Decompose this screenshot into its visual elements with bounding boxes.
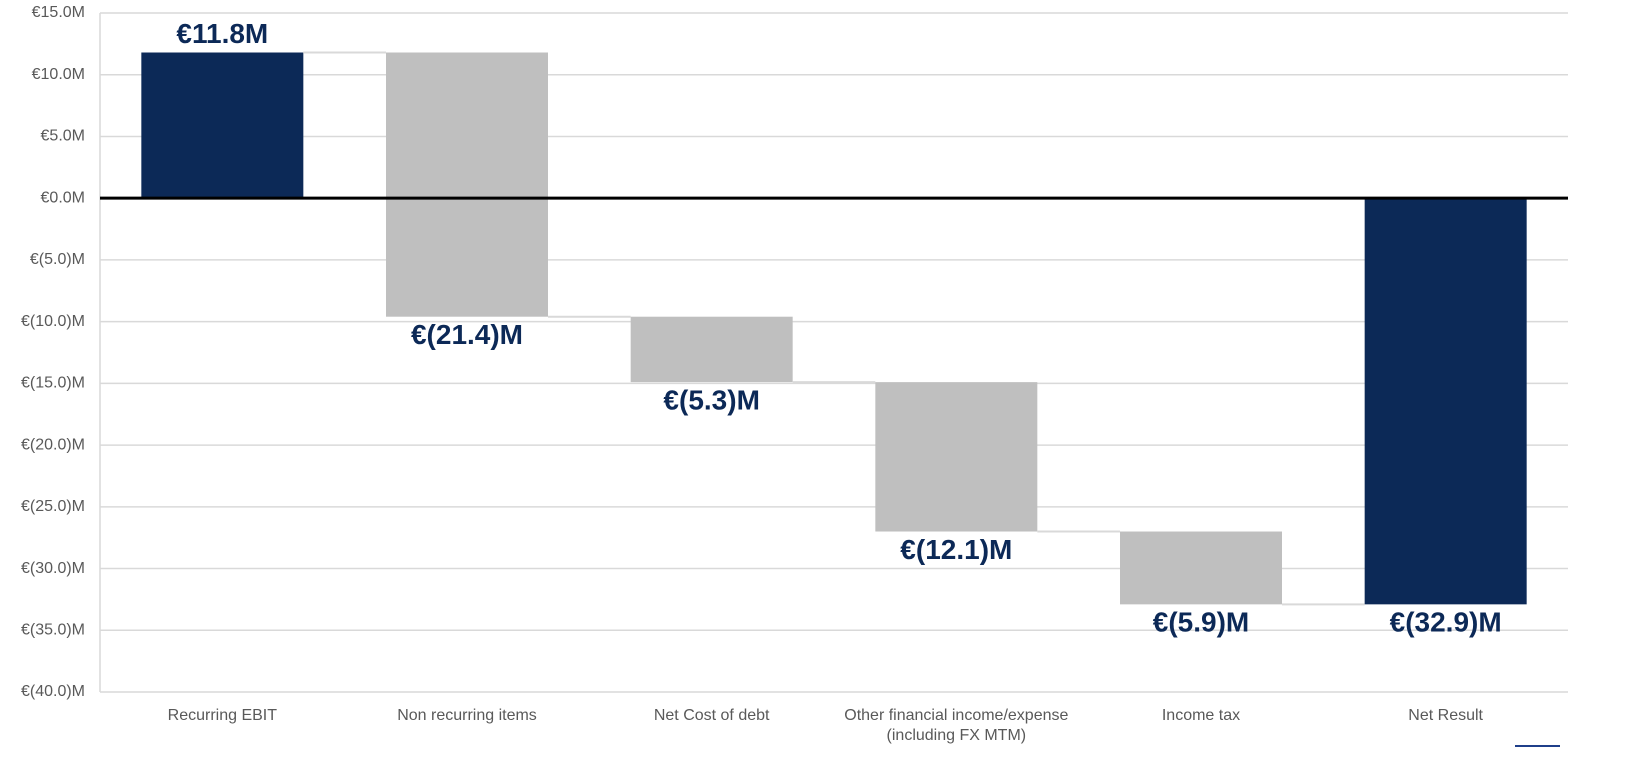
x-tick-label: Recurring EBIT [167,707,278,724]
y-tick-label: €5.0M [41,128,85,145]
y-tick-label: €(10.0)M [21,313,85,330]
bar [141,52,304,199]
value-label: €11.8M [176,18,268,49]
y-tick-label: €0.0M [41,189,85,206]
value-label: €(12.1)M [900,534,1012,565]
bar [1120,531,1282,605]
y-tick-label: €15.0M [32,4,85,21]
x-tick-label: Non recurring items [397,707,537,724]
y-tick-label: €(20.0)M [21,436,85,453]
bar [386,52,548,317]
y-tick-label: €10.0M [32,66,85,83]
bar [875,382,1038,532]
bar [630,316,793,383]
value-label: €(5.3)M [663,385,759,416]
x-tick-label: Net Result [1408,707,1483,724]
x-tick-label: Other financial income/expense (includin… [844,707,1069,744]
y-tick-label: €(15.0)M [21,375,85,392]
x-tick-label: Net Cost of debt [653,707,770,724]
value-label: €(32.9)M [1390,607,1502,638]
value-label: €(21.4)M [411,319,523,350]
y-tick-label: €(25.0)M [21,498,85,515]
y-tick-label: €(40.0)M [21,683,85,700]
bar [1364,198,1527,605]
x-tick-label: Income tax [1161,707,1241,724]
value-label: €(5.9)M [1153,607,1249,638]
y-tick-label: €(5.0)M [30,251,85,268]
y-tick-label: €(35.0)M [21,621,85,638]
y-tick-label: €(30.0)M [21,560,85,577]
